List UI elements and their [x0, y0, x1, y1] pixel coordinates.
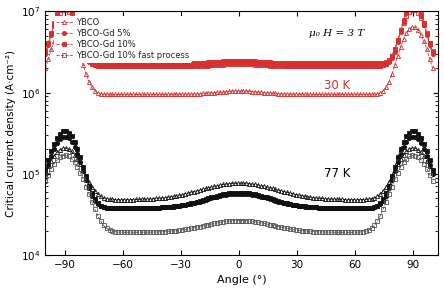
YBCO-Gd 5%: [145, 64, 150, 68]
YBCO-Gd 10% fast process: [412, 8, 418, 12]
YBCO-Gd 10%: [133, 61, 139, 65]
YBCO: [412, 26, 418, 29]
YBCO-Gd 5%: [43, 52, 48, 56]
YBCO: [410, 25, 415, 29]
YBCO-Gd 5%: [121, 64, 127, 68]
YBCO-Gd 5%: [412, 3, 418, 7]
YBCO: [145, 93, 150, 96]
Legend: YBCO, YBCO-Gd 5%, YBCO-Gd 10%, YBCO-Gd 10% fast process: YBCO, YBCO-Gd 5%, YBCO-Gd 10%, YBCO-Gd 1…: [54, 16, 192, 63]
YBCO-Gd 5%: [430, 52, 435, 56]
YBCO-Gd 10%: [63, 1, 68, 5]
YBCO-Gd 10% fast process: [197, 64, 202, 68]
YBCO-Gd 10% fast process: [145, 65, 150, 68]
YBCO-Gd 5%: [410, 3, 415, 6]
YBCO-Gd 10%: [430, 50, 435, 54]
YBCO: [124, 93, 130, 96]
YBCO-Gd 10%: [66, 4, 71, 7]
YBCO-Gd 5%: [197, 63, 202, 67]
YBCO-Gd 10%: [43, 50, 48, 54]
YBCO-Gd 5%: [63, 3, 68, 6]
YBCO: [430, 66, 435, 70]
YBCO-Gd 10% fast process: [410, 8, 415, 11]
YBCO: [63, 25, 68, 29]
YBCO-Gd 10% fast process: [430, 49, 435, 53]
YBCO-Gd 10%: [145, 61, 150, 65]
Y-axis label: Critical current density (A·cm⁻²): Critical current density (A·cm⁻²): [6, 50, 16, 217]
YBCO-Gd 10%: [197, 61, 202, 65]
X-axis label: Angle (°): Angle (°): [217, 276, 267, 285]
YBCO-Gd 10% fast process: [66, 10, 71, 13]
Text: 77 K: 77 K: [325, 167, 351, 180]
YBCO-Gd 5%: [66, 6, 71, 9]
YBCO: [66, 27, 71, 31]
Line: YBCO: YBCO: [44, 25, 435, 97]
YBCO: [197, 92, 202, 95]
YBCO-Gd 5%: [133, 64, 139, 68]
Line: YBCO-Gd 10% fast process: YBCO-Gd 10% fast process: [44, 8, 435, 69]
YBCO-Gd 10% fast process: [124, 65, 130, 68]
YBCO-Gd 10% fast process: [43, 49, 48, 53]
YBCO-Gd 10%: [121, 61, 127, 65]
Text: 30 K: 30 K: [325, 79, 351, 93]
YBCO-Gd 10%: [410, 1, 415, 5]
Line: YBCO-Gd 5%: YBCO-Gd 5%: [44, 3, 435, 68]
YBCO: [43, 66, 48, 70]
YBCO-Gd 10% fast process: [63, 8, 68, 11]
YBCO-Gd 10% fast process: [133, 65, 139, 68]
YBCO: [133, 93, 139, 96]
Text: μ₀ H = 3 T: μ₀ H = 3 T: [309, 29, 364, 38]
YBCO-Gd 10%: [412, 2, 418, 5]
Line: YBCO-Gd 10%: YBCO-Gd 10%: [44, 1, 435, 65]
